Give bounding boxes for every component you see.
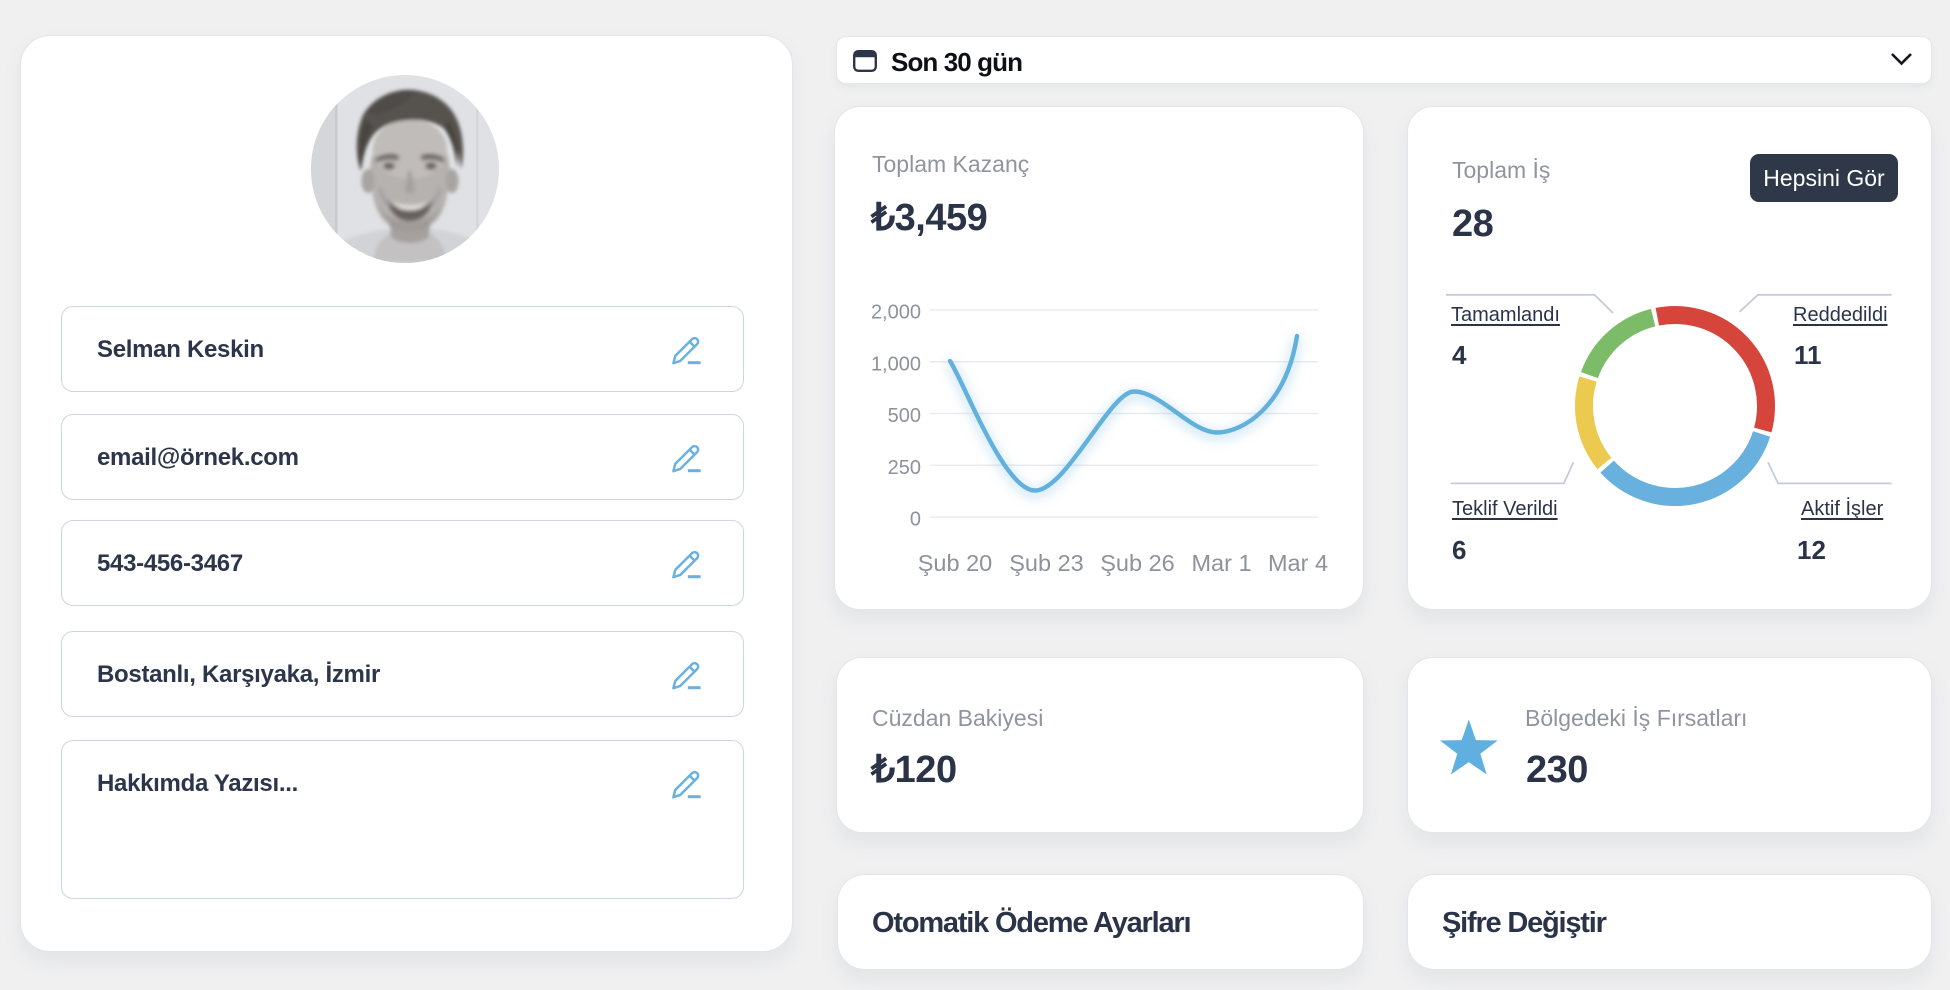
svg-text:2,000: 2,000 [871, 302, 921, 324]
svg-text:1,000: 1,000 [871, 353, 921, 375]
svg-text:0: 0 [910, 509, 921, 531]
svg-text:Şub 23: Şub 23 [1009, 550, 1083, 576]
svg-text:Şub 20: Şub 20 [918, 550, 992, 576]
svg-text:Mar 4: Mar 4 [1268, 550, 1328, 576]
svg-text:500: 500 [888, 405, 921, 427]
svg-text:Mar 1: Mar 1 [1191, 550, 1251, 576]
svg-text:Şub 26: Şub 26 [1100, 550, 1174, 576]
svg-text:250: 250 [888, 457, 921, 479]
